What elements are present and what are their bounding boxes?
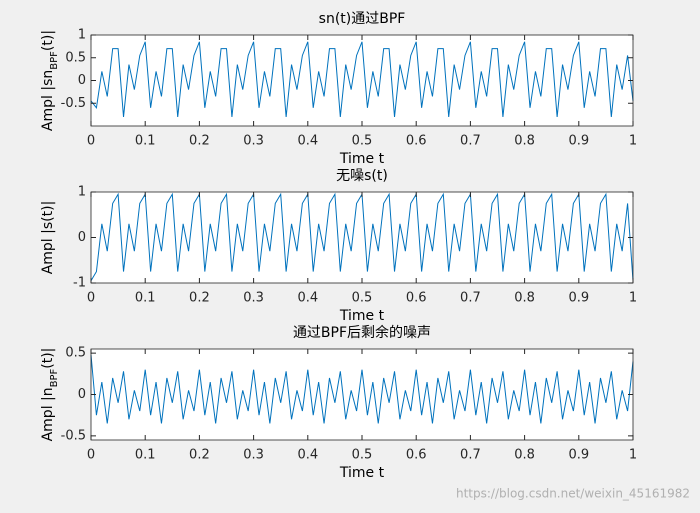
x-tick-label: 0.1: [135, 134, 156, 149]
axes-background: [91, 192, 633, 283]
signal-line: [90, 41, 634, 117]
x-tick-label: 0: [87, 291, 95, 306]
x-tick-label: 0.4: [297, 448, 318, 463]
y-axis-label-part: BPF: [49, 51, 60, 70]
x-tick-label: 0.7: [460, 134, 481, 149]
x-tick-label: 1: [629, 134, 637, 149]
x-tick-label: 0.3: [243, 134, 264, 149]
y-tick-label: 1: [78, 28, 86, 43]
y-axis-label: Ampl |nBPF(t)|: [40, 348, 60, 442]
y-axis-label: Ampl |s(t)|: [40, 201, 56, 275]
y-tick-label: -1: [73, 276, 86, 291]
y-axis-label-part: (t)|: [40, 30, 56, 51]
x-tick-label: 0.6: [406, 291, 427, 306]
y-axis-label: Ampl |snBPF(t)|: [40, 30, 60, 131]
x-tick-label: 0.9: [568, 291, 589, 306]
axes-background: [91, 349, 633, 440]
x-axis-label: Time t: [339, 151, 385, 167]
x-tick-label: 0.5: [352, 291, 373, 306]
x-tick-label: 0.7: [460, 448, 481, 463]
x-tick-label: 0.7: [460, 291, 481, 306]
x-tick-label: 0.4: [297, 291, 318, 306]
x-tick-label: 0.8: [514, 134, 535, 149]
y-tick-label: 0.5: [65, 346, 86, 361]
x-tick-label: 0.8: [514, 291, 535, 306]
y-tick-label: -0.5: [61, 428, 86, 443]
x-tick-label: 0.1: [135, 291, 156, 306]
x-tick-label: 0.9: [568, 448, 589, 463]
x-tick-label: 0.5: [352, 134, 373, 149]
y-axis-label-part: Ampl |s(t)|: [40, 201, 56, 275]
x-tick-label: 0.5: [352, 448, 373, 463]
x-tick-label: 0: [87, 448, 95, 463]
x-tick-label: 0.2: [189, 291, 210, 306]
y-tick-label: 0.5: [65, 50, 86, 65]
y-tick-label: 0: [78, 387, 86, 402]
x-tick-label: 0.8: [514, 448, 535, 463]
x-tick-label: 0.6: [406, 134, 427, 149]
watermark: https://blog.csdn.net/weixin_45161982: [456, 487, 690, 501]
x-tick-label: 1: [629, 291, 637, 306]
x-tick-label: 0.9: [568, 134, 589, 149]
y-axis-label-part: Ampl |n: [40, 387, 56, 441]
y-axis-label-part: (t)|: [40, 348, 56, 369]
y-tick-label: -0.5: [61, 96, 86, 111]
x-axis-label: Time t: [339, 308, 385, 324]
x-tick-label: 0.3: [243, 448, 264, 463]
y-tick-label: 0: [78, 73, 86, 88]
x-tick-label: 0.2: [189, 448, 210, 463]
x-axis-label: Time t: [339, 465, 385, 481]
chart-title: 无噪s(t): [336, 168, 388, 184]
signal-line: [90, 354, 634, 424]
y-axis-label-part: BPF: [49, 368, 60, 387]
x-tick-label: 0.1: [135, 448, 156, 463]
y-axis-label-part: Ampl |sn: [40, 70, 56, 131]
chart-title: 通过BPF后剩余的噪声: [293, 324, 431, 341]
chart-title: sn(t)通过BPF: [319, 11, 406, 27]
x-tick-label: 0.4: [297, 134, 318, 149]
x-tick-label: 0: [87, 134, 95, 149]
x-tick-label: 1: [629, 448, 637, 463]
x-tick-label: 0.2: [189, 134, 210, 149]
x-tick-label: 0.6: [406, 448, 427, 463]
y-tick-label: 1: [78, 185, 86, 200]
x-tick-label: 0.3: [243, 291, 264, 306]
y-tick-label: 0: [78, 230, 86, 245]
